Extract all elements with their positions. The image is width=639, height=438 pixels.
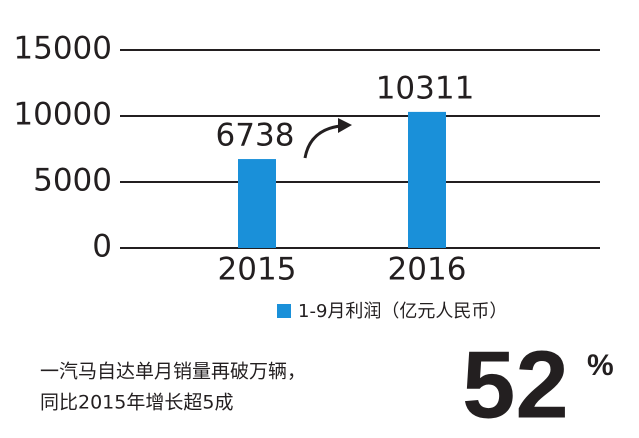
- value-label: 10311: [376, 70, 475, 106]
- x-tick-label: 2016: [388, 252, 467, 288]
- legend-label: 1-9月利润（亿元人民币）: [298, 301, 507, 322]
- annotation: 一汽马自达单月销量再破万辆，: [40, 361, 306, 383]
- bar: [238, 159, 276, 248]
- callout-value: 52: [462, 331, 569, 438]
- callout-unit: %: [587, 349, 614, 382]
- y-tick-label: 15000: [13, 31, 112, 67]
- y-tick-label: 5000: [33, 163, 112, 199]
- trend-arrow: [303, 124, 341, 159]
- annotation: 同比2015年增长超5成: [40, 392, 233, 414]
- value-label: 6738: [216, 118, 295, 154]
- legend-swatch: [277, 304, 291, 318]
- trend-arrow-head: [338, 118, 352, 133]
- y-tick-label: 10000: [13, 97, 112, 133]
- y-tick-label: 0: [92, 229, 112, 265]
- x-tick-label: 2015: [218, 252, 297, 288]
- bar: [408, 111, 446, 248]
